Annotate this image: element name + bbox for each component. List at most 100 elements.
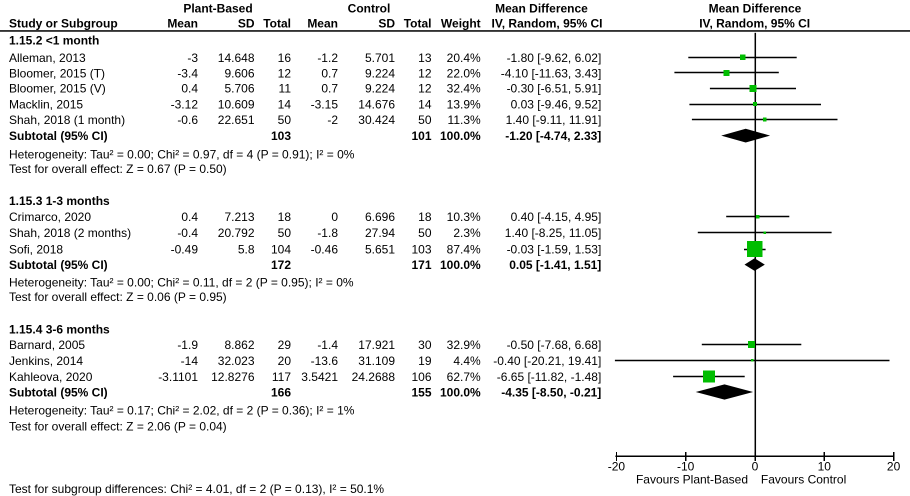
svg-text:Mean Difference: Mean Difference xyxy=(495,2,588,16)
svg-text:Mean: Mean xyxy=(307,16,338,30)
svg-text:103: 103 xyxy=(271,129,291,143)
svg-text:-0.50 [-7.68, 6.68]: -0.50 [-7.68, 6.68] xyxy=(507,338,602,352)
svg-text:12: 12 xyxy=(418,82,432,96)
svg-text:10.3%: 10.3% xyxy=(447,210,481,224)
svg-text:-0.40 [-20.21, 19.41]: -0.40 [-20.21, 19.41] xyxy=(493,354,601,368)
svg-text:4.4%: 4.4% xyxy=(453,354,481,368)
svg-text:-3.1101: -3.1101 xyxy=(158,370,198,384)
svg-text:32.4%: 32.4% xyxy=(447,82,481,96)
svg-text:Plant-Based: Plant-Based xyxy=(183,2,252,16)
svg-text:50: 50 xyxy=(278,113,292,127)
svg-text:Favours Plant-Based: Favours Plant-Based xyxy=(636,472,748,486)
svg-text:3.5421: 3.5421 xyxy=(301,370,338,384)
svg-text:27.94: 27.94 xyxy=(365,226,395,240)
svg-text:5.8: 5.8 xyxy=(238,242,255,256)
svg-text:106: 106 xyxy=(411,370,431,384)
svg-text:Heterogeneity: Tau² = 0.00; Ch: Heterogeneity: Tau² = 0.00; Chi² = 0.11,… xyxy=(9,276,354,290)
svg-text:87.4%: 87.4% xyxy=(447,242,481,256)
svg-text:7.213: 7.213 xyxy=(224,210,254,224)
svg-text:-3.4: -3.4 xyxy=(177,66,198,80)
svg-text:SD: SD xyxy=(378,16,395,30)
svg-text:13.9%: 13.9% xyxy=(447,97,481,111)
svg-text:0.4: 0.4 xyxy=(181,210,198,224)
svg-text:171: 171 xyxy=(411,258,431,272)
svg-text:Test for overall effect: Z = 0: Test for overall effect: Z = 0.67 (P = 0… xyxy=(9,162,227,176)
svg-text:-1.2: -1.2 xyxy=(317,51,338,65)
svg-text:-1.9: -1.9 xyxy=(177,338,198,352)
svg-text:12.8276: 12.8276 xyxy=(211,370,255,384)
svg-text:Crimarco, 2020: Crimarco, 2020 xyxy=(9,210,91,224)
svg-text:-4.35 [-8.50, -0.21]: -4.35 [-8.50, -0.21] xyxy=(501,385,601,399)
svg-text:-0.46: -0.46 xyxy=(311,242,339,256)
svg-text:Weight: Weight xyxy=(441,16,481,30)
svg-text:Control: Control xyxy=(348,2,391,16)
svg-text:5.701: 5.701 xyxy=(365,51,395,65)
svg-text:Mean: Mean xyxy=(167,16,198,30)
svg-text:22.0%: 22.0% xyxy=(447,66,481,80)
svg-text:-13.6: -13.6 xyxy=(311,354,339,368)
svg-text:0.40 [-4.15, 4.95]: 0.40 [-4.15, 4.95] xyxy=(511,210,602,224)
svg-text:Barnard, 2005: Barnard, 2005 xyxy=(9,338,85,352)
svg-text:12: 12 xyxy=(418,66,432,80)
svg-text:30: 30 xyxy=(418,338,432,352)
svg-text:-6.65 [-11.82, -1.48]: -6.65 [-11.82, -1.48] xyxy=(497,370,602,384)
svg-text:-1.4: -1.4 xyxy=(317,338,338,352)
svg-text:-1.20 [-4.74, 2.33]: -1.20 [-4.74, 2.33] xyxy=(505,129,601,143)
svg-text:-3: -3 xyxy=(187,51,198,65)
svg-text:5.651: 5.651 xyxy=(365,242,395,256)
svg-text:-0.6: -0.6 xyxy=(177,113,198,127)
svg-text:29: 29 xyxy=(278,338,292,352)
svg-text:14: 14 xyxy=(278,97,292,111)
svg-text:14: 14 xyxy=(418,97,432,111)
svg-text:104: 104 xyxy=(271,242,291,256)
svg-text:12: 12 xyxy=(278,66,292,80)
svg-text:11.3%: 11.3% xyxy=(448,113,481,127)
svg-text:13: 13 xyxy=(418,51,432,65)
svg-text:1.15.2 <1 month: 1.15.2 <1 month xyxy=(9,34,99,48)
svg-text:-3.15: -3.15 xyxy=(311,97,339,111)
svg-text:32.9%: 32.9% xyxy=(447,338,481,352)
svg-text:Kahleova, 2020: Kahleova, 2020 xyxy=(9,370,93,384)
svg-text:Macklin, 2015: Macklin, 2015 xyxy=(9,97,83,111)
svg-text:0.7: 0.7 xyxy=(321,82,338,96)
svg-text:101: 101 xyxy=(411,129,431,143)
svg-text:62.7%: 62.7% xyxy=(447,370,481,384)
svg-text:Favours Control: Favours Control xyxy=(761,472,846,486)
svg-text:-1.80 [-9.62, 6.02]: -1.80 [-9.62, 6.02] xyxy=(507,51,602,65)
svg-text:Bloomer, 2015 (V): Bloomer, 2015 (V) xyxy=(9,82,106,96)
svg-text:32.023: 32.023 xyxy=(218,354,255,368)
svg-text:100.0%: 100.0% xyxy=(440,129,481,143)
svg-text:Heterogeneity: Tau² = 0.17; Ch: Heterogeneity: Tau² = 0.17; Chi² = 2.02,… xyxy=(9,404,355,418)
svg-text:0: 0 xyxy=(331,210,338,224)
svg-text:5.706: 5.706 xyxy=(224,82,254,96)
svg-text:Subtotal (95% CI): Subtotal (95% CI) xyxy=(9,258,108,272)
svg-text:16: 16 xyxy=(278,51,292,65)
svg-text:14.648: 14.648 xyxy=(218,51,255,65)
svg-text:0.05 [-1.41, 1.51]: 0.05 [-1.41, 1.51] xyxy=(509,258,601,272)
svg-text:31.109: 31.109 xyxy=(358,354,395,368)
svg-text:Shah, 2018 (1 month): Shah, 2018 (1 month) xyxy=(9,113,125,127)
svg-text:6.696: 6.696 xyxy=(365,210,395,224)
svg-text:0.4: 0.4 xyxy=(181,82,198,96)
svg-text:50: 50 xyxy=(278,226,292,240)
svg-text:14.676: 14.676 xyxy=(358,97,395,111)
svg-text:50: 50 xyxy=(418,113,432,127)
svg-text:Shah, 2018 (2 months): Shah, 2018 (2 months) xyxy=(9,226,131,240)
svg-text:155: 155 xyxy=(411,385,431,399)
svg-text:Total: Total xyxy=(263,16,291,30)
svg-text:-4.10 [-11.63, 3.43]: -4.10 [-11.63, 3.43] xyxy=(501,66,602,80)
svg-text:17.921: 17.921 xyxy=(358,338,395,352)
svg-text:50: 50 xyxy=(418,226,432,240)
svg-text:2.3%: 2.3% xyxy=(453,226,481,240)
svg-text:-2: -2 xyxy=(327,113,338,127)
svg-text:18: 18 xyxy=(418,210,432,224)
svg-text:166: 166 xyxy=(271,385,291,399)
svg-text:Total: Total xyxy=(404,16,432,30)
svg-text:20.4%: 20.4% xyxy=(447,51,481,65)
svg-text:100.0%: 100.0% xyxy=(440,385,481,399)
svg-text:20.792: 20.792 xyxy=(218,226,255,240)
svg-text:22.651: 22.651 xyxy=(218,113,255,127)
svg-text:1.40 [-9.11, 11.91]: 1.40 [-9.11, 11.91] xyxy=(506,113,602,127)
svg-text:11: 11 xyxy=(279,82,292,96)
svg-text:-0.4: -0.4 xyxy=(177,226,198,240)
